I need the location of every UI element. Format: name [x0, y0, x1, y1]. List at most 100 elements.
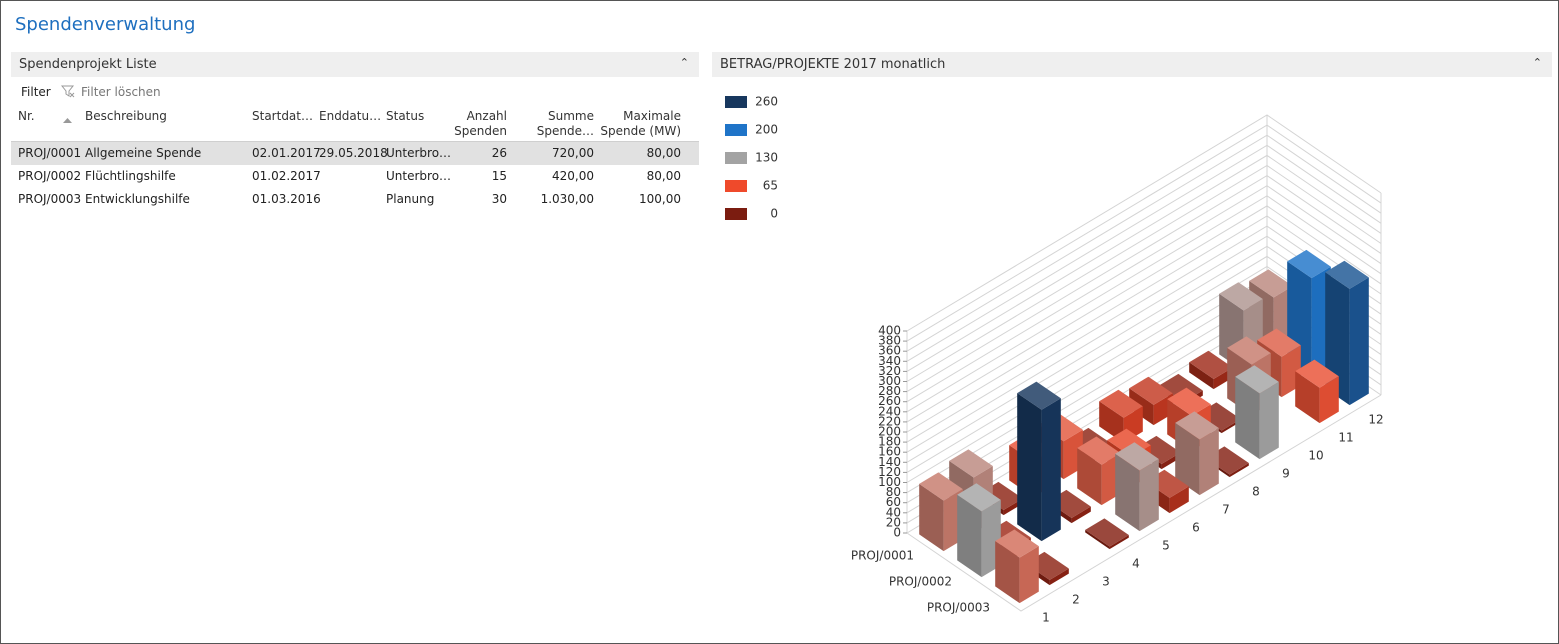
bar — [1295, 359, 1339, 424]
bar-face-left — [957, 494, 982, 578]
z-tick-label: 220 — [878, 414, 901, 428]
bar-face-left — [1295, 371, 1320, 424]
column-header-text: Summe — [548, 109, 594, 123]
clear-filter-button[interactable]: Filter löschen — [81, 85, 161, 99]
table: Nr. Beschreibung Startdat… Enddatu… Status An… — [11, 103, 699, 223]
legend-swatch — [725, 124, 747, 136]
bar-face-front — [1049, 568, 1069, 586]
bar-face-top — [1249, 269, 1293, 298]
column-header-text: Beschreibung — [85, 109, 167, 123]
table-cell: Allgemeine Spende — [85, 146, 202, 160]
z-tick-label: 180 — [878, 435, 901, 449]
collapse-icon[interactable]: ⌃ — [679, 56, 689, 69]
z-tick-label: 120 — [878, 465, 901, 479]
bar-face-top — [1325, 260, 1369, 289]
bar-face-front — [1229, 463, 1249, 478]
x-tick-label: 5 — [1162, 539, 1170, 553]
table-cell: 01.02.2017 — [252, 169, 321, 183]
column-header-text: Spenden — [454, 124, 507, 138]
column-header[interactable]: Enddatu… — [319, 109, 381, 124]
x-tick-label: 3 — [1102, 575, 1110, 589]
bar — [1325, 260, 1369, 406]
series-label: PROJ/0001 — [851, 549, 914, 563]
column-header-text: Status — [386, 109, 425, 123]
bar-face-top — [1295, 359, 1339, 388]
bar-face-top — [919, 472, 963, 501]
legend-swatch — [725, 152, 747, 164]
bar-face-left — [1085, 529, 1110, 550]
collapse-icon[interactable]: ⌃ — [1532, 56, 1542, 69]
legend-label: 130 — [755, 151, 778, 165]
table-cell: 29.05.2018 — [319, 146, 388, 160]
column-header[interactable]: Beschreibung — [85, 109, 167, 124]
z-tick-label: 280 — [878, 384, 901, 398]
bar-face-front — [1019, 546, 1039, 604]
legend-label: 0 — [770, 207, 778, 221]
z-tick-label: 240 — [878, 404, 901, 418]
bar-face-top — [1115, 442, 1159, 471]
z-tick-label: 20 — [886, 515, 901, 529]
z-tick-label: 140 — [878, 455, 901, 469]
chart-panel-header[interactable]: BETRAG/PROJEKTE 2017 monatlich ⌃ — [712, 52, 1552, 77]
z-tick-label: 360 — [878, 344, 901, 358]
bar-face-top — [1257, 328, 1301, 357]
bar — [1115, 442, 1159, 532]
page-title: Spendenverwaltung — [15, 14, 196, 35]
column-header-text: Nr. — [18, 109, 35, 123]
panel-title: BETRAG/PROJEKTE 2017 monatlich — [720, 57, 946, 72]
z-tick-label: 320 — [878, 364, 901, 378]
column-header[interactable]: Maximale Spende (MW) — [600, 109, 681, 139]
column-header-text: Enddatu… — [319, 109, 382, 123]
bar-face-top — [1085, 518, 1129, 547]
x-tick-label: 2 — [1072, 593, 1080, 607]
bar-face-top — [1017, 381, 1061, 410]
table-cell: 01.03.2016 — [252, 192, 321, 206]
bar — [1017, 381, 1061, 542]
selected-row-highlight — [11, 142, 699, 165]
x-tick-label: 9 — [1282, 467, 1290, 481]
table-cell: Planung — [386, 192, 435, 206]
z-tick-label: 80 — [886, 485, 901, 499]
x-tick-label: 8 — [1252, 485, 1260, 499]
list-panel-header[interactable]: Spendenprojekt Liste ⌃ — [11, 52, 699, 77]
bar-face-top — [1137, 435, 1181, 464]
bar-face-top — [1077, 436, 1121, 465]
column-header[interactable]: Startdat… — [252, 109, 313, 124]
column-header[interactable]: Summe Spende… — [537, 109, 594, 139]
bar — [1085, 518, 1129, 550]
bar-face-top — [1227, 336, 1271, 365]
bar-face-left — [1017, 393, 1042, 542]
table-cell: 80,00 — [646, 169, 681, 183]
bar-face-left — [995, 541, 1020, 604]
z-tick-label: 0 — [893, 526, 901, 540]
bar-face-left — [1099, 401, 1124, 444]
sort-indicator[interactable] — [63, 117, 72, 123]
table-cell: PROJ/0001 — [18, 146, 82, 160]
filter-button[interactable]: Filter — [21, 85, 51, 99]
table-cell: 15 — [491, 169, 507, 183]
bar-face-left — [1189, 362, 1214, 390]
series-label: PROJ/0002 — [889, 575, 952, 589]
bar-face-front — [1349, 277, 1369, 406]
bar-face-front — [1259, 381, 1279, 460]
z-tick-label: 300 — [878, 374, 901, 388]
bar-face-top — [949, 449, 993, 478]
x-tick-label: 1 — [1042, 611, 1050, 625]
column-header[interactable]: Nr. — [18, 109, 35, 124]
legend-label: 260 — [755, 95, 778, 109]
x-tick-label: 7 — [1222, 503, 1230, 517]
header-divider — [11, 141, 699, 142]
table-cell: 30 — [491, 192, 507, 206]
column-header[interactable]: Anzahl Spenden — [454, 109, 507, 139]
legend-label: 200 — [755, 123, 778, 137]
x-tick-label: 6 — [1192, 521, 1200, 535]
table-cell: 1.030,00 — [540, 192, 594, 206]
floor-edge — [906, 394, 1382, 612]
bar-face-top — [1189, 350, 1233, 379]
bar — [995, 529, 1039, 604]
legend-swatch — [725, 208, 747, 220]
bar-face-left — [1077, 448, 1102, 506]
column-header[interactable]: Status — [386, 109, 424, 124]
